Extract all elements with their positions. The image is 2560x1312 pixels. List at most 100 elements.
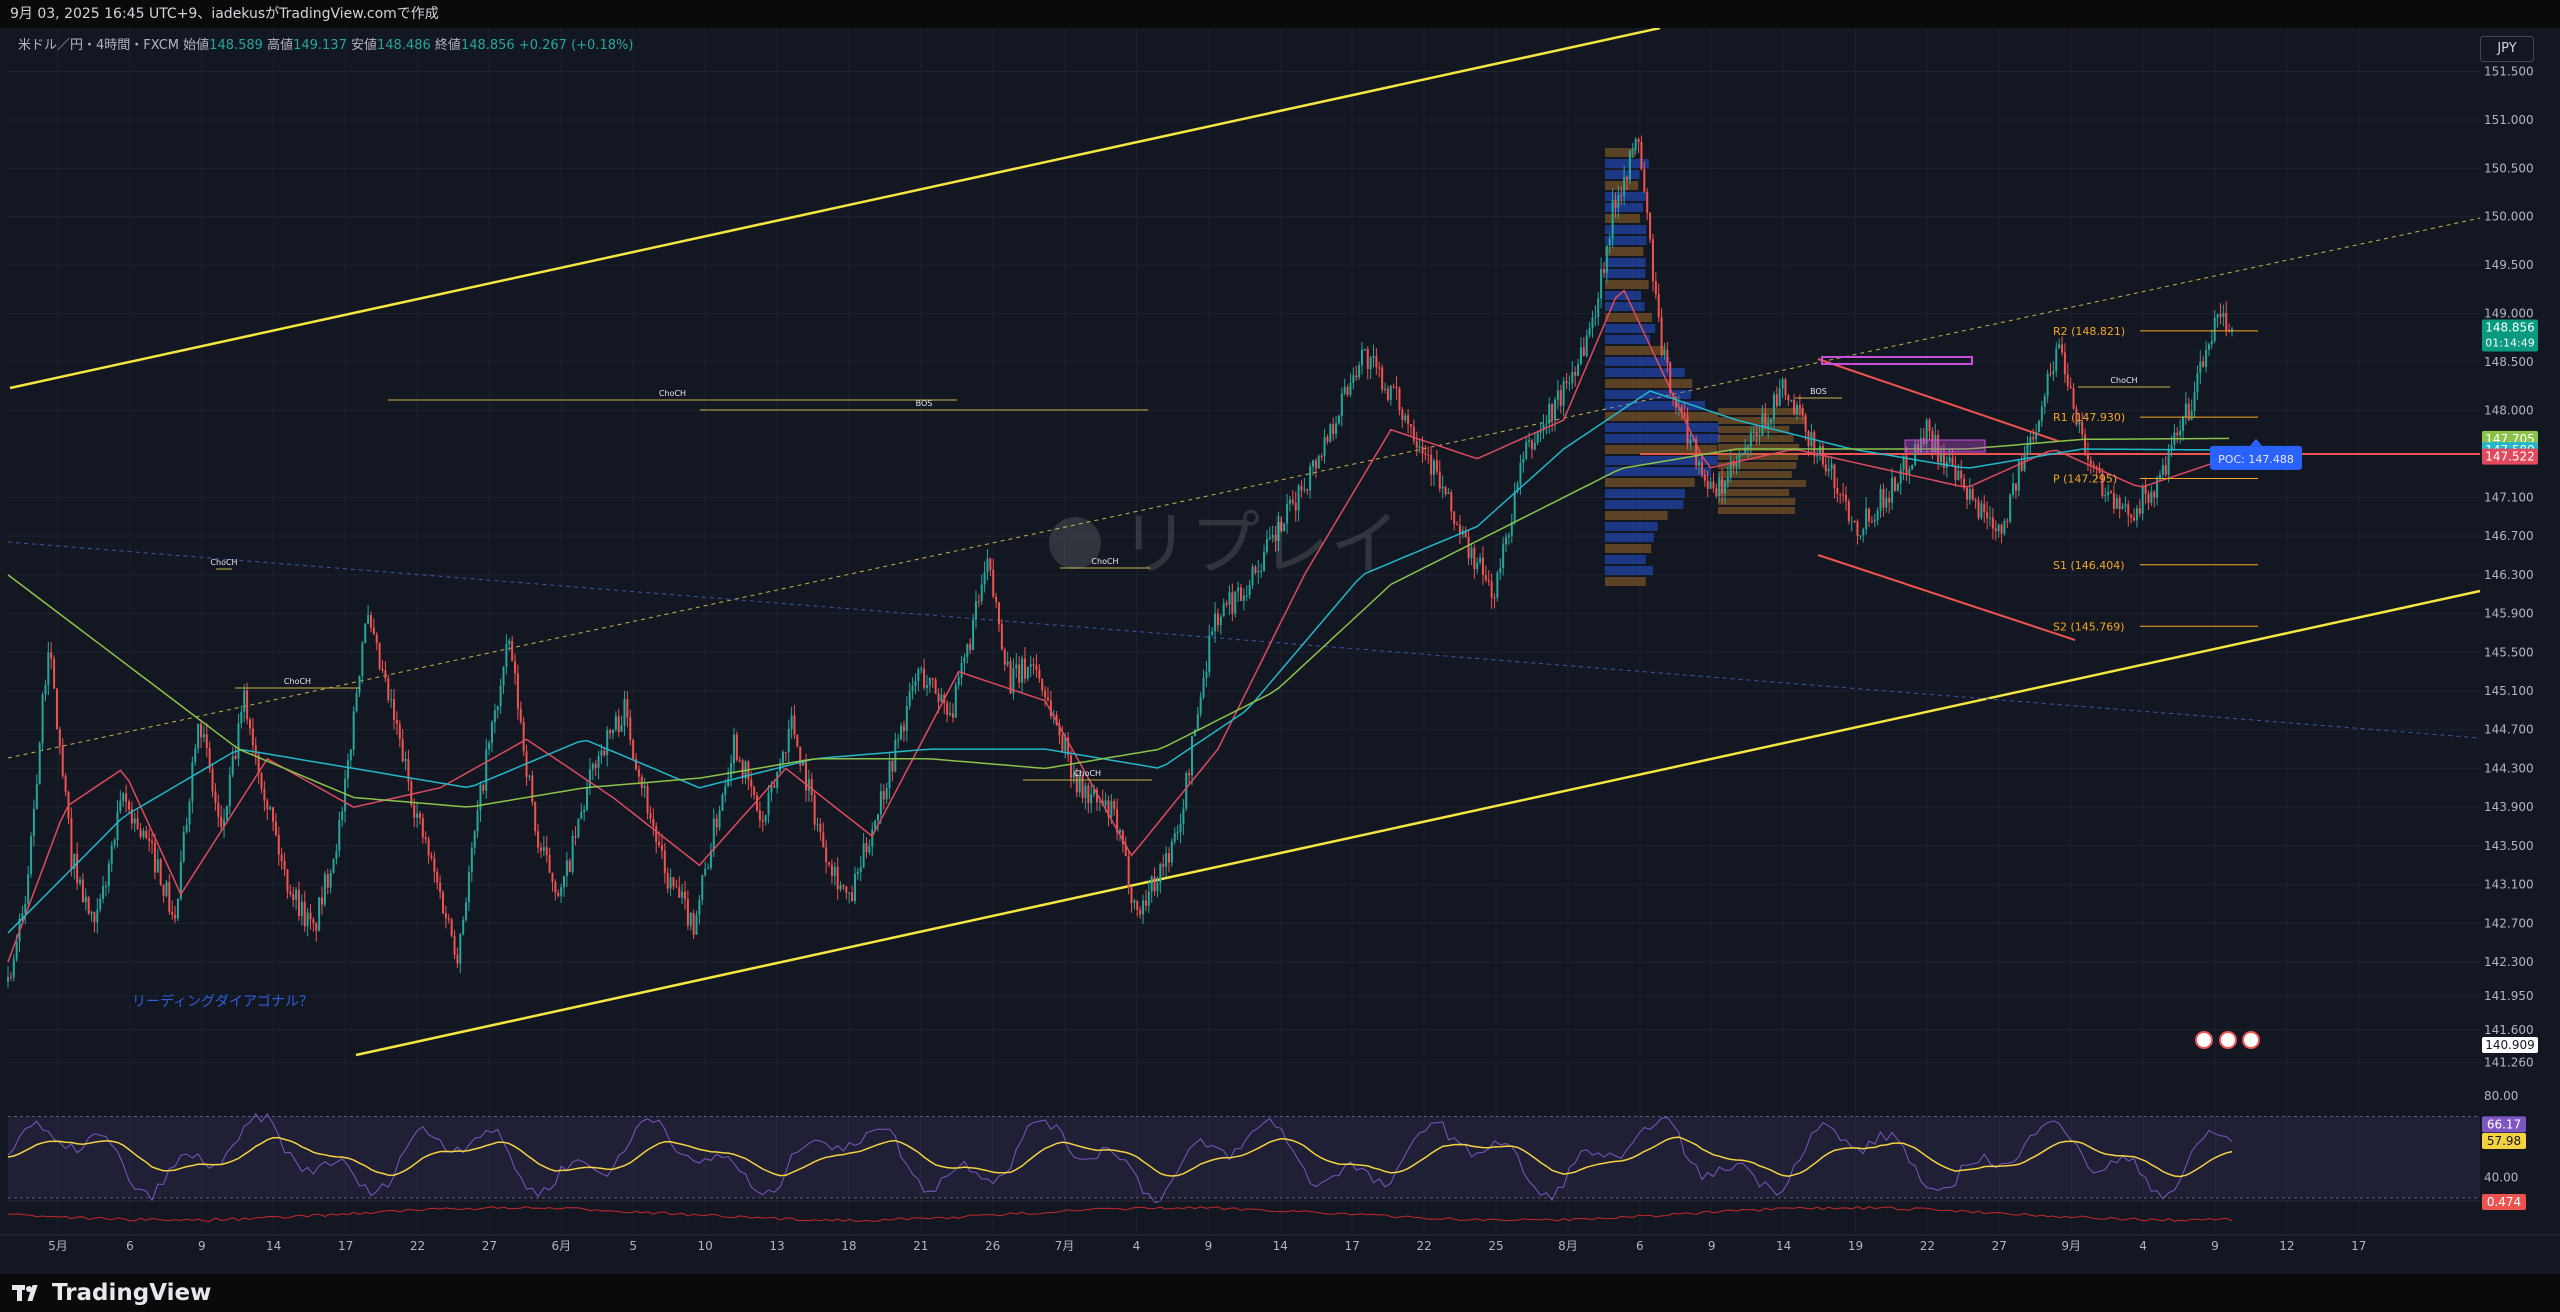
candle-body xyxy=(1957,470,1960,481)
rsi-line xyxy=(7,1112,2233,1203)
candle-body xyxy=(1916,444,1919,452)
candle-body xyxy=(1222,603,1225,617)
time-axis-tick: 14 xyxy=(1776,1239,1791,1253)
candle-body xyxy=(1709,481,1712,489)
candle-body xyxy=(1133,900,1136,903)
time-axis-tick: 4 xyxy=(1133,1239,1141,1253)
candle-body xyxy=(1015,664,1018,669)
candle-body xyxy=(1698,462,1701,466)
candle-body xyxy=(1767,422,1770,428)
candle-body xyxy=(1726,476,1729,483)
candle-body xyxy=(1991,517,1994,529)
candle-body xyxy=(404,759,407,762)
candle-body xyxy=(813,794,816,825)
candle-body xyxy=(1801,408,1804,416)
candle-body xyxy=(375,634,378,643)
candle-body xyxy=(842,885,845,887)
candle-body xyxy=(479,784,482,811)
candle-body xyxy=(735,734,738,761)
candle-body xyxy=(2207,344,2210,350)
volume-profile-bar xyxy=(1718,435,1794,442)
volume-profile-bar xyxy=(1605,423,1719,432)
chart-canvas[interactable]: ChoCH BOS ChoCH ChoCH ChoCH ChoCH ChoCH BOS R2 (… xyxy=(0,28,2560,1274)
candle-body xyxy=(2184,403,2187,418)
candle-body xyxy=(156,859,159,873)
candle-body xyxy=(1470,547,1473,559)
candle-body xyxy=(1257,571,1260,573)
candle-body xyxy=(1755,432,1758,437)
candle-body xyxy=(848,892,851,894)
candle-body xyxy=(632,739,635,760)
candle-body xyxy=(672,877,675,887)
time-axis-tick: 27 xyxy=(482,1239,497,1253)
candle-body xyxy=(1562,381,1565,406)
rsi-value-label: 57.98 xyxy=(2487,1134,2521,1148)
candle-body xyxy=(1055,714,1058,725)
volume-profile-bar xyxy=(1605,500,1684,509)
candle-body xyxy=(234,756,237,759)
currency-button[interactable]: JPY xyxy=(2480,36,2534,62)
candle-body xyxy=(1219,616,1222,626)
candle-body xyxy=(2153,491,2156,498)
candle-body xyxy=(983,572,986,585)
candle-body xyxy=(459,934,462,964)
candle-body xyxy=(283,861,286,870)
candle-body xyxy=(946,702,949,715)
candle-body xyxy=(277,835,280,855)
candle-body xyxy=(1876,510,1879,521)
candle-body xyxy=(614,716,617,730)
open-label: 始値 xyxy=(183,38,210,53)
candle-body xyxy=(1214,613,1217,632)
candle-body xyxy=(1433,460,1436,475)
structure-label: BOS xyxy=(1810,387,1827,396)
candle-body xyxy=(1548,403,1551,424)
time-axis-tick: 17 xyxy=(338,1239,353,1253)
candle-body xyxy=(2115,498,2118,509)
candle-body xyxy=(436,871,439,883)
poc-arrow-icon xyxy=(2250,438,2262,446)
candle-body xyxy=(6,976,10,982)
time-axis-tick: 10 xyxy=(697,1239,712,1253)
candle-body xyxy=(1553,399,1557,421)
candle-body xyxy=(1343,387,1346,394)
candle-body xyxy=(378,642,381,669)
candle-body xyxy=(1971,488,1974,500)
candle-body xyxy=(1199,697,1202,714)
candle-body xyxy=(401,739,404,762)
candle-body xyxy=(136,818,139,830)
price-axis-tick: 143.100 xyxy=(2484,878,2534,892)
candle-body xyxy=(467,871,470,903)
tradingview-logo[interactable]: TradingView xyxy=(12,1278,211,1308)
candle-body xyxy=(1683,412,1686,415)
volume-profile-bar xyxy=(1605,247,1644,256)
candle-body xyxy=(658,842,661,845)
order-block-box xyxy=(1821,356,1973,365)
candle-body xyxy=(1585,335,1588,357)
candle-body xyxy=(727,778,730,787)
candle-body xyxy=(1072,773,1075,778)
candle-body xyxy=(1254,566,1257,573)
candle-body xyxy=(102,886,105,899)
candle-body xyxy=(125,793,128,802)
candle-body xyxy=(2089,459,2092,465)
candle-body xyxy=(940,694,943,702)
candle-body xyxy=(1502,544,1505,568)
candle-body xyxy=(87,896,90,914)
candle-body xyxy=(1271,534,1274,538)
candle-body xyxy=(318,897,321,931)
volume-profile-bar xyxy=(1605,148,1636,157)
candle-body xyxy=(2158,474,2161,478)
candle-body xyxy=(851,892,854,902)
candle-body xyxy=(649,813,652,819)
candle-body xyxy=(182,831,185,862)
candle-body xyxy=(2144,486,2147,494)
candle-body xyxy=(1228,592,1231,605)
candle-body xyxy=(274,821,277,836)
candle-body xyxy=(191,762,194,802)
volume-profile-bar xyxy=(1605,456,1718,465)
volume-profile-bar xyxy=(1605,555,1646,564)
candle-body xyxy=(1631,149,1634,151)
candle-body xyxy=(427,839,430,856)
candle-body xyxy=(923,668,926,688)
symbol-name[interactable]: 米ドル／円・4時間・FXCM xyxy=(18,38,180,53)
